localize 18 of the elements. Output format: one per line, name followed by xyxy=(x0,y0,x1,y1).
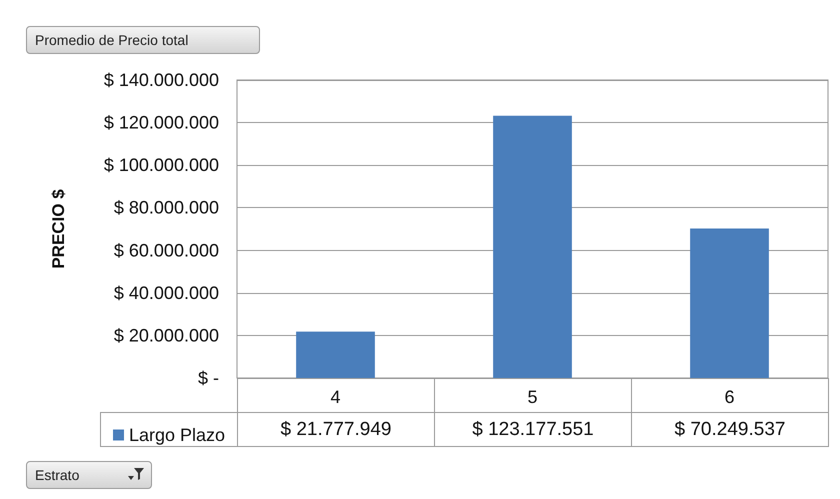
data-label: $ 21.777.949 xyxy=(237,412,435,447)
y-tick-label: $ 80.000.000 xyxy=(114,198,219,218)
x-axis-title: Estrato xyxy=(26,461,152,489)
x-tick-label: 4 xyxy=(330,387,341,407)
legend-label: Largo Plazo xyxy=(129,425,226,445)
x-tick-label: 6 xyxy=(724,387,735,407)
y-tick-label: $ 60.000.000 xyxy=(114,240,219,260)
y-tick-label: $ 40.000.000 xyxy=(114,282,219,303)
y-axis-title: PRECIO $ xyxy=(49,188,68,269)
x-tick-label: 5 xyxy=(527,387,538,407)
text: Promedio de Precio total xyxy=(26,26,260,54)
y-tick-label: $ 20.000.000 xyxy=(114,325,219,346)
y-tick-label: $ - xyxy=(198,368,219,388)
data-label: $ 70.249.537 xyxy=(631,412,829,447)
y-tick-label: $ 100.000.000 xyxy=(104,155,219,176)
y-tick-label: $ 120.000.000 xyxy=(104,112,219,133)
y-tick-label: $ 140.000.000 xyxy=(104,70,219,90)
data-label: $ 123.177.551 xyxy=(434,412,632,447)
